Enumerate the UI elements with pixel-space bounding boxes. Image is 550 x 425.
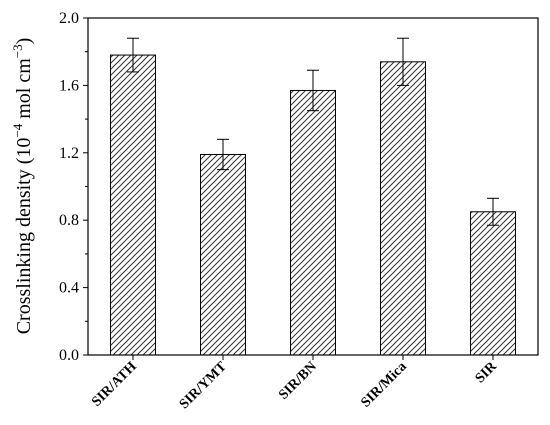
y-axis-title: Crosslinking density (10−4 mol cm−3) [10, 38, 35, 335]
y-axis-title-unit: mol cm [13, 58, 35, 124]
y-axis-title-unit-exponent: −3 [10, 44, 25, 58]
x-tick-label-sir: SIR [473, 359, 501, 387]
error-bars-layer [127, 37, 499, 226]
axes-layer [83, 17, 539, 360]
y-axis-title-main: Crosslinking density (10 [13, 138, 35, 335]
y-tick-label-2: 0.8 [59, 212, 79, 229]
x-tick-label-sir-ymt: SIR/YMT [177, 359, 230, 412]
bar-sir-ymt [200, 153, 246, 356]
y-tick-label-4: 1.6 [59, 77, 79, 94]
y-axis-title-close: ) [13, 38, 35, 45]
x-tick-label-sir-bn: SIR/BN [276, 359, 320, 403]
y-tick-label-5: 2.0 [59, 10, 79, 27]
bar-sir-bn [290, 89, 336, 356]
bar-sir [470, 211, 516, 356]
y-tick-label-0: 0.0 [59, 347, 79, 364]
y-tick-label-3: 1.2 [59, 145, 79, 162]
y-axis-title-exponent: −4 [10, 123, 25, 137]
y-tick-label-1: 0.4 [59, 280, 79, 297]
x-tick-label-sir-mica: SIR/Mica [359, 359, 410, 410]
x-tick-label-sir-ath: SIR/ATH [89, 359, 140, 410]
bar-sir-mica [380, 61, 426, 356]
bar-sir-ath [110, 54, 156, 356]
